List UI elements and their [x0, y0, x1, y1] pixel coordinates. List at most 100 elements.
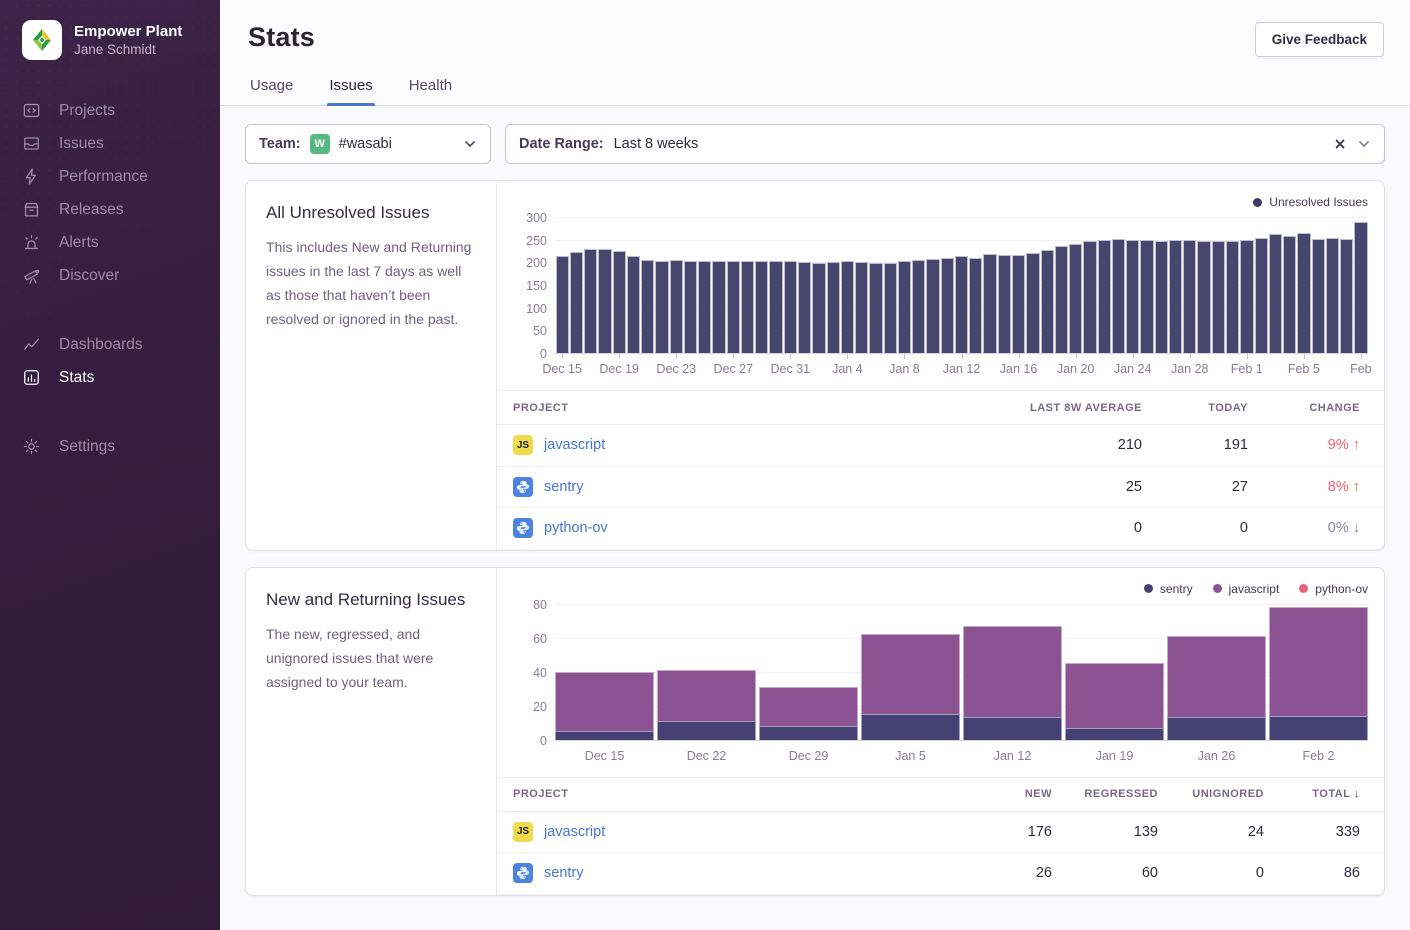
projects-icon [22, 101, 41, 120]
sidebar-item-label: Settings [59, 438, 115, 456]
unresolved-issues-bar [1026, 253, 1039, 353]
tab-health[interactable]: Health [407, 77, 454, 105]
sidebar-item-alerts[interactable]: Alerts [22, 226, 220, 259]
table-row: JSjavascript2101919% ↑ [497, 425, 1384, 467]
column-header-unignored[interactable]: UNIGNORED [1158, 788, 1264, 800]
sentry-segment [759, 726, 858, 740]
tab-issues[interactable]: Issues [327, 77, 374, 105]
tab-usage[interactable]: Usage [248, 77, 295, 105]
panel-all-unresolved-issues: All Unresolved Issues This includes New … [245, 180, 1385, 551]
sidebar-item-label: Discover [59, 267, 119, 285]
column-header-change[interactable]: CHANGE [1248, 402, 1360, 414]
x-axis-tick-label: Jan 20 [1057, 362, 1095, 376]
unresolved-issues-bar [627, 256, 640, 353]
project-link[interactable]: sentry [544, 865, 584, 881]
new-returning-issues-table: PROJECTNEWREGRESSEDUNIGNOREDTOTAL ↓JSjav… [497, 777, 1384, 895]
legend-item[interactable]: javascript [1213, 582, 1280, 596]
unresolved-issues-bar [855, 262, 868, 353]
unresolved-issues-bar [1098, 240, 1111, 353]
sidebar-item-performance[interactable]: Performance [22, 160, 220, 193]
y-axis-tick-label: 150 [507, 280, 547, 292]
project-link[interactable]: javascript [544, 824, 605, 840]
legend-item[interactable]: sentry [1144, 582, 1193, 596]
bar-chart-plot: 050100150200250300 [555, 218, 1368, 354]
x-axis-tick-label: Dec 23 [656, 362, 696, 376]
y-axis-tick-label: 100 [507, 303, 547, 315]
x-axis-tick [733, 354, 734, 359]
column-header-total[interactable]: TOTAL ↓ [1264, 788, 1360, 800]
unresolved-issues-bar [869, 263, 882, 353]
unresolved-issues-bar [1126, 240, 1139, 353]
y-axis-tick-label: 200 [507, 257, 547, 269]
column-header-project[interactable]: PROJECT [513, 402, 992, 414]
python-project-icon [513, 518, 533, 538]
unresolved-issues-chart: Unresolved Issues 050100150200250300 Dec… [497, 181, 1384, 382]
column-header-new[interactable]: NEW [952, 788, 1052, 800]
panel-title: All Unresolved Issues [266, 203, 476, 223]
sidebar-item-label: Releases [59, 201, 124, 219]
stacked-bar [555, 605, 654, 740]
org-switcher[interactable]: Empower Plant Jane Schmidt [22, 20, 220, 60]
cell-new: 176 [952, 824, 1052, 840]
project-link[interactable]: python-ov [544, 520, 608, 536]
unresolved-issues-bar [827, 262, 840, 353]
new-returning-issues-chart: sentryjavascriptpython-ov 020406080 Dec … [497, 568, 1384, 769]
unresolved-issues-bar [1269, 234, 1282, 353]
sidebar-item-issues[interactable]: Issues [22, 127, 220, 160]
org-name: Empower Plant [74, 22, 182, 41]
x-axis-tick [676, 354, 677, 359]
cell-total: 86 [1264, 865, 1360, 881]
project-cell: JSjavascript [513, 435, 992, 455]
sentry-segment [555, 731, 654, 740]
date-range-select[interactable]: Date Range: Last 8 weeks [505, 124, 1385, 164]
column-header-project[interactable]: PROJECT [513, 788, 952, 800]
x-axis-tick [1076, 354, 1077, 359]
x-axis-tick [1304, 354, 1305, 359]
javascript-segment [759, 687, 858, 726]
sidebar-item-label: Performance [59, 168, 148, 186]
column-header-regressed[interactable]: REGRESSED [1052, 788, 1158, 800]
unresolved-issues-bar [1083, 241, 1096, 353]
clear-icon[interactable] [1333, 137, 1347, 151]
sidebar-item-projects[interactable]: Projects [22, 94, 220, 127]
project-link[interactable]: javascript [544, 437, 605, 453]
unresolved-issues-bar [1297, 233, 1310, 353]
sidebar-item-releases[interactable]: Releases [22, 193, 220, 226]
project-link[interactable]: sentry [544, 479, 584, 495]
stats-icon [22, 368, 41, 387]
sidebar-item-discover[interactable]: Discover [22, 259, 220, 292]
unresolved-issues-bar [983, 254, 996, 353]
sidebar-item-dashboards[interactable]: Dashboards [22, 328, 220, 361]
cell-new: 26 [952, 865, 1052, 881]
unresolved-issues-bar [613, 251, 626, 353]
javascript-segment [861, 634, 960, 714]
cell-last_8w_average: 25 [992, 479, 1142, 495]
unresolved-issues-bar [898, 261, 911, 353]
chevron-down-icon[interactable] [1357, 137, 1371, 151]
panel-description-text: The new, regressed, and unignored issues… [266, 622, 476, 694]
x-axis-tick-label: Jan 12 [943, 362, 981, 376]
page-title: Stats [248, 22, 315, 53]
give-feedback-button[interactable]: Give Feedback [1255, 22, 1384, 57]
project-cell: python-ov [513, 518, 992, 538]
sentry-segment [963, 717, 1062, 739]
unresolved-issues-bar [1155, 241, 1168, 353]
column-header-today[interactable]: TODAY [1142, 402, 1248, 414]
sidebar-item-stats[interactable]: Stats [22, 361, 220, 394]
legend-item[interactable]: Unresolved Issues [1253, 195, 1368, 209]
unresolved-issues-bar [556, 256, 569, 353]
unresolved-issues-bar [1226, 241, 1239, 353]
cell-last_8w_average: 210 [992, 437, 1142, 453]
unresolved-issues-bar [1212, 241, 1225, 353]
unresolved-issues-bar [598, 249, 611, 353]
stacked-bar [1269, 605, 1368, 740]
stacked-bar [861, 605, 960, 740]
team-select[interactable]: Team: W #wasabi [245, 124, 491, 164]
sidebar-item-settings[interactable]: Settings [22, 430, 220, 463]
cell-today: 0 [1142, 520, 1248, 536]
legend-item[interactable]: python-ov [1299, 582, 1368, 596]
unresolved-issues-bar [1240, 240, 1253, 353]
unresolved-issues-bar [955, 256, 968, 353]
legend-dot-icon [1299, 584, 1308, 593]
column-header-last-8w-average[interactable]: LAST 8W AVERAGE [992, 402, 1142, 414]
